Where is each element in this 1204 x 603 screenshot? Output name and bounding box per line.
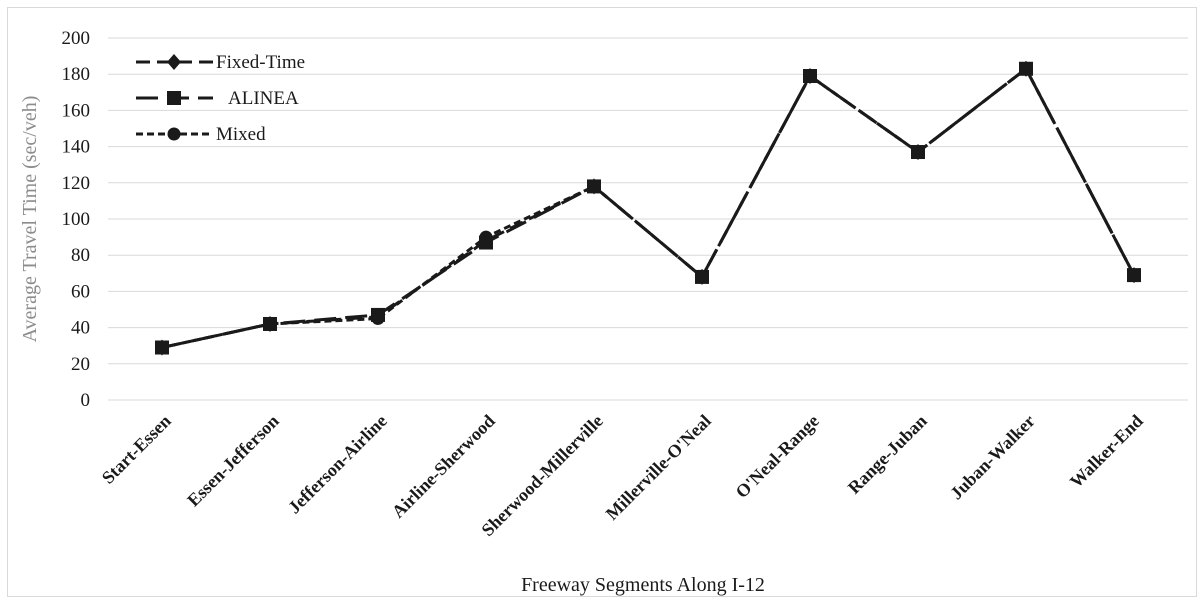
legend-label: Mixed	[216, 124, 266, 145]
y-tick-label: 160	[62, 100, 91, 121]
series-mixed	[155, 62, 1141, 355]
line-chart: 0 20 40 60 80 100 120 140 160 180 200 Start-Essen E…	[19, 28, 1188, 596]
y-tick-label: 120	[62, 173, 91, 194]
y-tick-label: 140	[62, 137, 91, 158]
y-tick-label: 40	[71, 318, 90, 339]
x-tick-label: O'Neal-Range	[732, 411, 823, 502]
x-tick-label: Start-Essen	[98, 411, 175, 488]
y-tick-labels: 0 20 40 60 80 100 120 140 160 180 200	[62, 28, 91, 411]
legend-entry: ALINEA	[136, 88, 299, 109]
legend-label: Fixed-Time	[216, 52, 305, 73]
legend-marker	[167, 127, 181, 141]
x-tick-label: Jefferson-Airline	[284, 411, 391, 518]
y-tick-label: 20	[71, 354, 90, 375]
chart-frame: 0 20 40 60 80 100 120 140 160 180 200 Start-Essen E…	[7, 7, 1197, 597]
series-fixed-time	[155, 60, 1141, 356]
data-point	[1127, 268, 1141, 282]
data-point	[155, 341, 169, 355]
x-axis-title: Freeway Segments Along I-12	[521, 574, 765, 596]
x-tick-label: Sherwood-Millerville	[477, 411, 606, 540]
x-tick-label: Airline-Sherwood	[388, 411, 499, 522]
y-tick-label: 100	[62, 209, 91, 230]
legend-label: ALINEA	[228, 88, 299, 109]
data-point	[803, 69, 817, 83]
data-point	[479, 230, 493, 244]
gridlines	[108, 37, 1188, 401]
x-tick-labels: Start-Essen Essen-Jefferson Jefferson-Airl…	[98, 411, 1147, 540]
y-tick-label: 60	[71, 281, 90, 302]
data-point	[695, 270, 709, 284]
y-tick-label: 80	[71, 245, 90, 266]
x-tick-label: Walker-End	[1066, 411, 1147, 492]
legend-marker	[167, 91, 181, 105]
data-point	[371, 312, 385, 326]
legend: Fixed-Time ALINEA Mixed	[136, 52, 305, 145]
x-tick-label: Essen-Jefferson	[183, 411, 283, 511]
legend-entry: Fixed-Time	[136, 52, 305, 73]
x-tick-label: Juban-Walker	[946, 411, 1039, 504]
legend-marker	[167, 54, 181, 70]
x-tick-label: Range-Juban	[844, 411, 931, 498]
legend-entry: Mixed	[136, 124, 266, 145]
y-axis-title: Average Travel Time (sec/veh)	[19, 96, 41, 343]
y-tick-label: 200	[62, 28, 91, 49]
x-tick-label: Millerville-O'Neal	[602, 411, 715, 524]
data-point	[1019, 62, 1033, 76]
data-point	[263, 317, 277, 331]
series-line	[161, 66, 1136, 349]
series-lines	[155, 60, 1141, 356]
y-tick-label: 180	[62, 64, 91, 85]
y-tick-label: 0	[81, 390, 91, 411]
data-point	[587, 179, 601, 193]
data-point	[911, 145, 925, 159]
series-alinea	[155, 61, 1141, 355]
